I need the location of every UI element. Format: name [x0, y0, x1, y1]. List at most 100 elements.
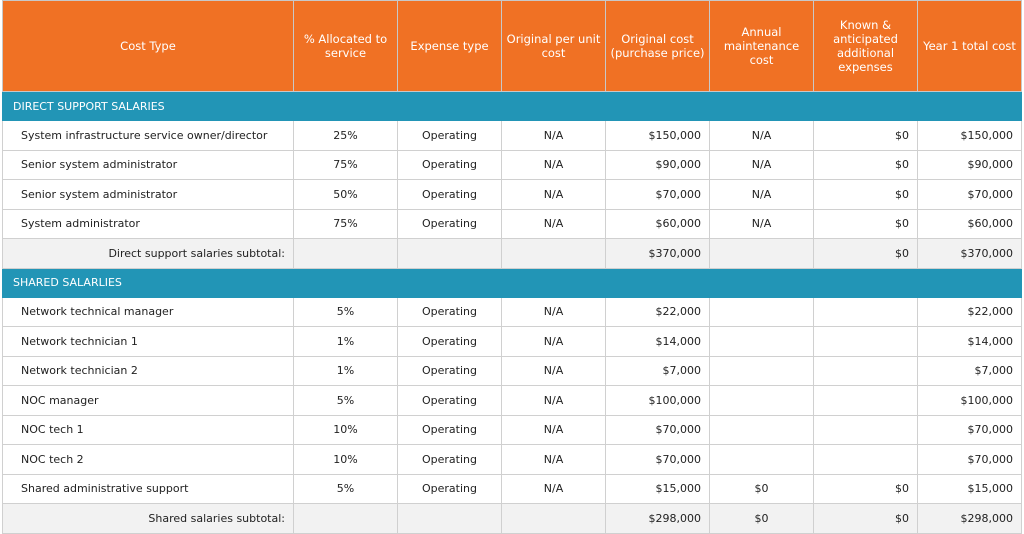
- header-allocated: % Allocated to service: [293, 0, 398, 92]
- table-cell: Operating: [397, 414, 502, 445]
- table-cell: Operating: [397, 326, 502, 357]
- table-cell: Operating: [397, 179, 502, 210]
- table-cell: $22,000: [605, 296, 710, 327]
- table-cell: Network technician 2: [2, 355, 294, 386]
- table-row: System infrastructure service owner/dire…: [2, 120, 1022, 151]
- table-cell: Operating: [397, 296, 502, 327]
- section-row: DIRECT SUPPORT SALARIES: [2, 91, 1022, 121]
- table-cell: $15,000: [605, 473, 710, 504]
- table-cell: N/A: [501, 120, 606, 151]
- table-cell: $0: [709, 473, 814, 504]
- table-cell: [709, 296, 814, 327]
- table-row: NOC manager 5% Operating N/A $100,000 $100,00…: [2, 385, 1022, 416]
- table-cell: Operating: [397, 444, 502, 475]
- table-cell: [813, 414, 918, 445]
- table-cell: Senior system administrator: [2, 179, 294, 210]
- table-cell: N/A: [709, 208, 814, 239]
- table-body: DIRECT SUPPORT SALARIES System infrastruc…: [2, 91, 1022, 534]
- table-cell: $70,000: [605, 179, 710, 210]
- table-row: NOC tech 1 10% Operating N/A $70,000 $70,000: [2, 414, 1022, 445]
- table-cell: N/A: [501, 414, 606, 445]
- table-cell: $14,000: [917, 326, 1022, 357]
- table-cell: N/A: [501, 326, 606, 357]
- table-cell: N/A: [501, 296, 606, 327]
- subtotal-cell: [293, 503, 398, 534]
- header-expense-type: Expense type: [397, 0, 502, 92]
- subtotal-row: Direct support salaries subtotal: $370,00…: [2, 238, 1022, 269]
- subtotal-label: Direct support salaries subtotal:: [2, 238, 294, 269]
- section-title: SHARED SALARLIES: [2, 267, 1022, 298]
- header-maintenance-cost: Annual maintenance cost: [709, 0, 814, 92]
- subtotal-cell: [397, 238, 502, 269]
- subtotal-cell: [501, 238, 606, 269]
- table-cell: Network technical manager: [2, 296, 294, 327]
- table-cell: $90,000: [605, 149, 710, 180]
- table-cell: $15,000: [917, 473, 1022, 504]
- table-cell: N/A: [501, 179, 606, 210]
- table-cell: System administrator: [2, 208, 294, 239]
- subtotal-cell: $298,000: [917, 503, 1022, 534]
- table-cell: Operating: [397, 149, 502, 180]
- table-cell: $70,000: [605, 444, 710, 475]
- header-row: Cost Type % Allocated to service Expense…: [2, 0, 1022, 92]
- table-cell: $14,000: [605, 326, 710, 357]
- subtotal-cell: [709, 238, 814, 269]
- table-cell: Shared administrative support: [2, 473, 294, 504]
- table-cell: [813, 385, 918, 416]
- table-cell: $100,000: [917, 385, 1022, 416]
- table-row: Network technician 2 1% Operating N/A $7,000…: [2, 355, 1022, 386]
- subtotal-cell: $370,000: [605, 238, 710, 269]
- table-cell: Network technician 1: [2, 326, 294, 357]
- header-year1-total: Year 1 total cost: [917, 0, 1022, 92]
- table-cell: 75%: [293, 149, 398, 180]
- table-cell: $90,000: [917, 149, 1022, 180]
- subtotal-cell: $298,000: [605, 503, 710, 534]
- table-cell: N/A: [501, 149, 606, 180]
- table-cell: $0: [813, 120, 918, 151]
- table-row: NOC tech 2 10% Operating N/A $70,000 $70,000: [2, 444, 1022, 475]
- table-cell: 75%: [293, 208, 398, 239]
- table-cell: 1%: [293, 326, 398, 357]
- subtotal-cell: [501, 503, 606, 534]
- table-cell: $0: [813, 208, 918, 239]
- table-cell: 1%: [293, 355, 398, 386]
- subtotal-cell: $370,000: [917, 238, 1022, 269]
- section-row: SHARED SALARLIES: [2, 267, 1022, 298]
- table-cell: Operating: [397, 473, 502, 504]
- table-cell: [813, 444, 918, 475]
- table-cell: N/A: [709, 120, 814, 151]
- table-cell: 5%: [293, 385, 398, 416]
- subtotal-row: Shared salaries subtotal: $298,000 $0 $0 $29…: [2, 503, 1022, 534]
- subtotal-cell: $0: [813, 503, 918, 534]
- table-cell: NOC manager: [2, 385, 294, 416]
- table-cell: $100,000: [605, 385, 710, 416]
- table-cell: [709, 326, 814, 357]
- table-cell: N/A: [501, 473, 606, 504]
- table-cell: [709, 444, 814, 475]
- table-cell: 5%: [293, 296, 398, 327]
- section-title: DIRECT SUPPORT SALARIES: [2, 91, 1022, 121]
- table-cell: N/A: [501, 355, 606, 386]
- table-cell: $70,000: [605, 414, 710, 445]
- table-cell: Operating: [397, 120, 502, 151]
- header-per-unit-cost: Original per unit cost: [501, 0, 606, 92]
- table-cell: 5%: [293, 473, 398, 504]
- table-cell: NOC tech 2: [2, 444, 294, 475]
- table-row: Network technician 1 1% Operating N/A $14,00…: [2, 326, 1022, 357]
- table-cell: $70,000: [917, 414, 1022, 445]
- table-cell: N/A: [709, 179, 814, 210]
- table-cell: $70,000: [917, 444, 1022, 475]
- subtotal-label: Shared salaries subtotal:: [2, 503, 294, 534]
- table-cell: $70,000: [917, 179, 1022, 210]
- subtotal-cell: [397, 503, 502, 534]
- table-cell: $0: [813, 149, 918, 180]
- table-cell: $150,000: [605, 120, 710, 151]
- table-cell: $0: [813, 473, 918, 504]
- table-cell: [813, 355, 918, 386]
- table-cell: 50%: [293, 179, 398, 210]
- table-row: System administrator 75% Operating N/A $60,0…: [2, 208, 1022, 239]
- table-cell: $60,000: [917, 208, 1022, 239]
- table-row: Shared administrative support 5% Operating…: [2, 473, 1022, 504]
- table-cell: Operating: [397, 385, 502, 416]
